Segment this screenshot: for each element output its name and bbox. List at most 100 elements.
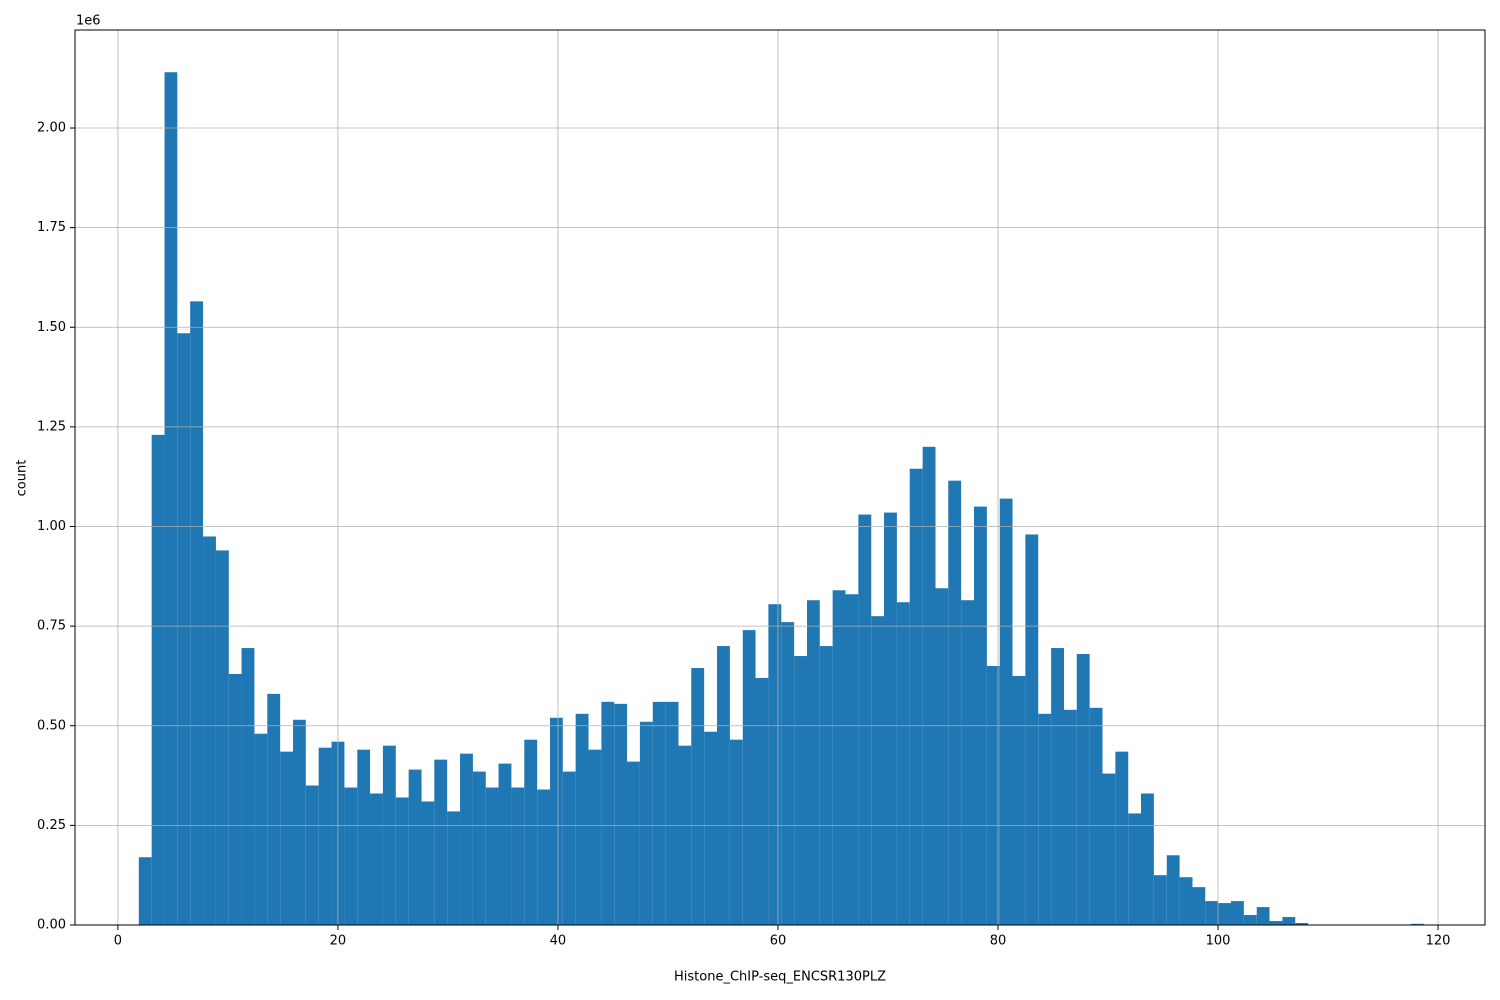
bar [1153, 875, 1167, 925]
bar [562, 771, 576, 925]
bar [781, 622, 795, 925]
bar [177, 333, 191, 925]
bar [909, 468, 923, 925]
bar [203, 536, 216, 925]
bar [627, 761, 640, 925]
bar [575, 713, 589, 925]
bar [601, 701, 615, 925]
x-tick-label: 0 [114, 934, 122, 949]
bar [293, 719, 306, 925]
x-tick-label: 100 [1206, 934, 1231, 949]
bar [1256, 907, 1270, 925]
bar [485, 787, 499, 925]
bar [845, 594, 859, 925]
bar [1102, 773, 1116, 925]
bar [138, 857, 152, 925]
bar [357, 749, 371, 925]
bar [614, 703, 628, 925]
bar [460, 753, 473, 925]
bar [1410, 923, 1424, 925]
y-tick-label: 1.50 [37, 320, 66, 335]
bar [1282, 917, 1296, 925]
y-tick-label: 1.75 [37, 220, 66, 235]
bar [639, 721, 653, 925]
bar [1295, 923, 1309, 925]
x-tick-label: 80 [990, 934, 1007, 949]
bar [1205, 901, 1219, 925]
bar [1230, 901, 1244, 925]
bar [511, 787, 525, 925]
bar [794, 656, 808, 925]
y-tick-label: 2.00 [37, 121, 66, 136]
x-tick-label: 120 [1426, 934, 1451, 949]
bar [717, 646, 730, 925]
y-offset-label: 1e6 [76, 14, 101, 29]
bar [948, 480, 962, 925]
bar [1076, 654, 1090, 925]
bar [819, 646, 833, 925]
bar [961, 600, 975, 925]
bar [421, 801, 435, 925]
bar [665, 701, 679, 925]
y-tick-label: 1.25 [37, 419, 66, 434]
bar [472, 771, 486, 925]
bar [807, 600, 820, 925]
bar [896, 602, 910, 925]
bar [164, 72, 178, 925]
bar [1038, 713, 1052, 925]
bar [1128, 813, 1141, 925]
x-axis-label: Histone_ChIP-seq_ENCSR130PLZ [674, 970, 886, 985]
bar [254, 733, 268, 925]
bar [974, 506, 987, 925]
bar [228, 673, 242, 925]
bar [922, 446, 936, 925]
bar [408, 769, 422, 925]
bar [729, 739, 743, 925]
x-tick-label: 20 [330, 934, 347, 949]
bar [691, 667, 705, 925]
bar [190, 301, 204, 925]
y-tick-label: 0.00 [37, 918, 66, 933]
y-tick-label: 0.75 [37, 619, 66, 634]
bar [935, 588, 949, 925]
y-tick-label: 0.25 [37, 818, 66, 833]
x-tick-label: 40 [550, 934, 567, 949]
bar [704, 731, 718, 925]
bar [652, 701, 666, 925]
bar [1089, 707, 1103, 925]
bar [1192, 887, 1206, 925]
bar [447, 811, 461, 925]
bar [1012, 675, 1026, 925]
bar [1063, 709, 1077, 925]
bar [524, 739, 538, 925]
bar [1025, 534, 1039, 925]
bar [986, 665, 1000, 925]
x-tick-label: 60 [770, 934, 787, 949]
bar [395, 797, 409, 925]
bar [344, 787, 358, 925]
bar [1179, 877, 1193, 925]
bar [858, 514, 872, 925]
bar [151, 434, 165, 925]
bar [215, 550, 229, 925]
bar [832, 590, 846, 925]
bar [267, 693, 281, 925]
y-axis-label: count [15, 460, 30, 497]
bar [305, 785, 319, 925]
bar [550, 717, 563, 925]
bar [1218, 903, 1231, 925]
bar [280, 751, 294, 925]
bar [768, 604, 782, 925]
bar [1051, 648, 1064, 925]
bar [1269, 921, 1283, 925]
y-tick-label: 0.50 [37, 718, 66, 733]
bar [1115, 751, 1129, 925]
bar [318, 747, 332, 925]
bar [241, 648, 255, 925]
axes-frame [74, 29, 1486, 926]
bar [1243, 915, 1257, 925]
bar [742, 630, 756, 925]
bar [537, 789, 551, 925]
bar [884, 512, 897, 925]
